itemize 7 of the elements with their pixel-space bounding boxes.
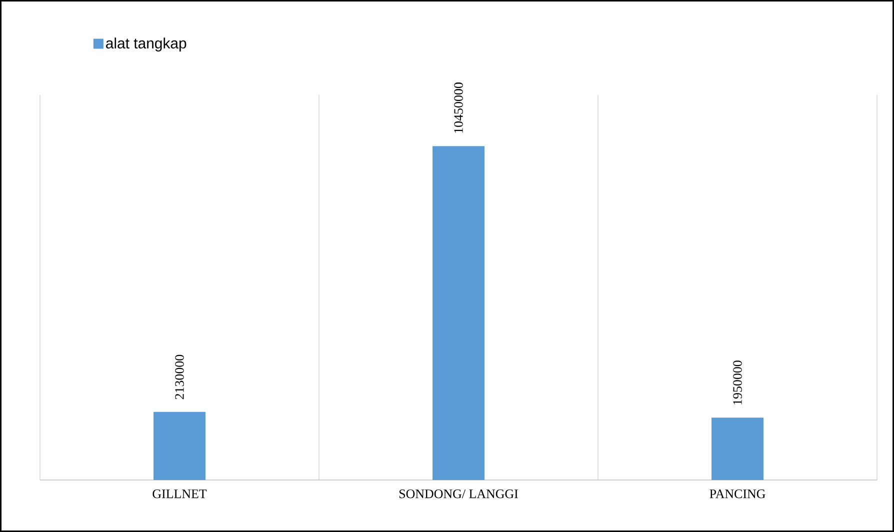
x-tick-label: GILLNET — [152, 490, 207, 498]
data-label: 1950000 — [733, 360, 742, 404]
data-label: 2130000 — [175, 354, 184, 400]
x-tick-label: PANCING — [710, 490, 766, 498]
x-tick-label: SONDONG/ LANGGI — [399, 490, 518, 498]
legend-label: alat tangkap — [106, 38, 186, 52]
data-label: 10450000 — [454, 82, 463, 133]
